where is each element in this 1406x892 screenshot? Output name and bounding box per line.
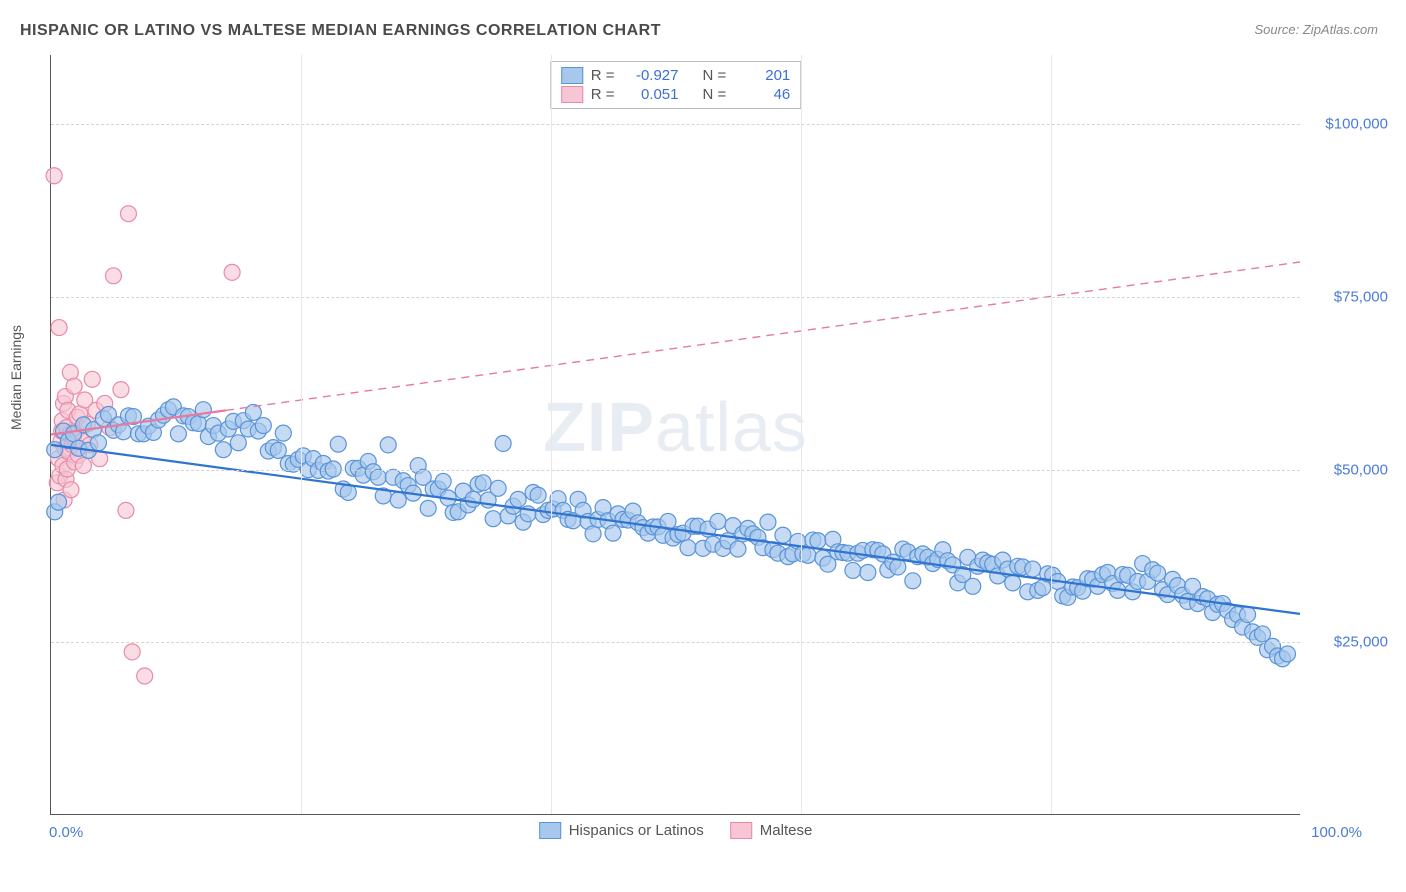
data-point xyxy=(420,500,436,516)
gridline-h xyxy=(51,124,1300,125)
data-point xyxy=(810,533,826,549)
data-point xyxy=(1240,607,1256,623)
r-value-maltese: 0.051 xyxy=(623,86,679,103)
legend-stats-box: R = -0.927 N = 201 R = 0.051 N = 46 xyxy=(550,61,802,109)
data-point xyxy=(435,473,451,489)
data-point xyxy=(680,540,696,556)
gridline-v xyxy=(801,55,802,814)
data-point xyxy=(530,487,546,503)
r-label: R = xyxy=(591,67,615,84)
gridline-h xyxy=(51,642,1300,643)
data-point xyxy=(585,526,601,542)
source-attribution: Source: ZipAtlas.com xyxy=(1254,22,1378,37)
data-point xyxy=(105,268,121,284)
data-point xyxy=(860,565,876,581)
data-point xyxy=(270,442,286,458)
data-point xyxy=(1005,575,1021,591)
data-point xyxy=(730,541,746,557)
data-point xyxy=(380,437,396,453)
data-point xyxy=(75,458,91,474)
data-point xyxy=(1150,565,1166,581)
legend-label-maltese: Maltese xyxy=(760,822,813,839)
y-tick-label: $75,000 xyxy=(1334,288,1388,305)
data-point xyxy=(63,482,79,498)
y-tick-label: $50,000 xyxy=(1334,461,1388,478)
data-point xyxy=(370,469,386,485)
data-point xyxy=(51,320,67,336)
legend-item-maltese: Maltese xyxy=(730,822,813,839)
x-tick-right: 100.0% xyxy=(1311,824,1362,841)
data-point xyxy=(46,168,62,184)
y-tick-label: $25,000 xyxy=(1334,634,1388,651)
gridline-h xyxy=(51,297,1300,298)
data-point xyxy=(113,382,129,398)
data-point xyxy=(120,206,136,222)
data-point xyxy=(255,418,271,434)
gridline-h xyxy=(51,470,1300,471)
data-point xyxy=(275,425,291,441)
legend-swatch-maltese xyxy=(561,86,583,103)
data-point xyxy=(230,435,246,451)
data-point xyxy=(775,527,791,543)
data-point xyxy=(965,578,981,594)
r-label: R = xyxy=(591,86,615,103)
legend-item-hispanic: Hispanics or Latinos xyxy=(539,822,704,839)
n-value-maltese: 46 xyxy=(734,86,790,103)
data-point xyxy=(84,371,100,387)
x-tick-left: 0.0% xyxy=(49,824,83,841)
legend-stats-row-hispanic: R = -0.927 N = 201 xyxy=(561,66,791,85)
data-point xyxy=(1280,646,1296,662)
data-point xyxy=(90,435,106,451)
bottom-legend: Hispanics or Latinos Maltese xyxy=(539,822,813,839)
r-value-hispanic: -0.927 xyxy=(623,67,679,84)
data-point xyxy=(710,513,726,529)
legend-stats-row-maltese: R = 0.051 N = 46 xyxy=(561,85,791,104)
legend-label-hispanic: Hispanics or Latinos xyxy=(569,822,704,839)
data-point xyxy=(215,442,231,458)
chart-title: HISPANIC OR LATINO VS MALTESE MEDIAN EAR… xyxy=(20,22,661,40)
y-tick-label: $100,000 xyxy=(1325,116,1388,133)
n-label: N = xyxy=(703,86,727,103)
data-point xyxy=(51,494,67,510)
data-point xyxy=(495,435,511,451)
data-point xyxy=(490,480,506,496)
n-label: N = xyxy=(703,67,727,84)
gridline-v xyxy=(301,55,302,814)
y-axis-label: Median Earnings xyxy=(8,325,24,430)
legend-swatch-hispanic xyxy=(561,67,583,84)
data-point xyxy=(890,559,906,575)
data-point xyxy=(118,502,134,518)
data-point xyxy=(224,264,240,280)
data-point xyxy=(800,547,816,563)
data-point xyxy=(845,562,861,578)
data-point xyxy=(760,514,776,530)
gridline-v xyxy=(551,55,552,814)
data-point xyxy=(905,573,921,589)
data-point xyxy=(124,644,140,660)
data-point xyxy=(465,491,481,507)
data-point xyxy=(170,426,186,442)
data-point xyxy=(137,668,153,684)
data-point xyxy=(485,511,501,527)
data-point xyxy=(245,404,261,420)
legend-swatch-hispanic-bottom xyxy=(539,822,561,839)
data-point xyxy=(1025,561,1041,577)
data-point xyxy=(47,442,63,458)
data-point xyxy=(510,491,526,507)
trend-line-dashed xyxy=(226,262,1300,410)
data-point xyxy=(605,525,621,541)
legend-swatch-maltese-bottom xyxy=(730,822,752,839)
data-point xyxy=(330,436,346,452)
plot-area: ZIPatlas R = -0.927 N = 201 R = 0.051 N … xyxy=(50,55,1300,815)
data-point xyxy=(66,378,82,394)
data-point xyxy=(390,492,406,508)
data-point xyxy=(475,475,491,491)
gridline-v xyxy=(1051,55,1052,814)
plot-svg xyxy=(51,55,1300,814)
n-value-hispanic: 201 xyxy=(734,67,790,84)
